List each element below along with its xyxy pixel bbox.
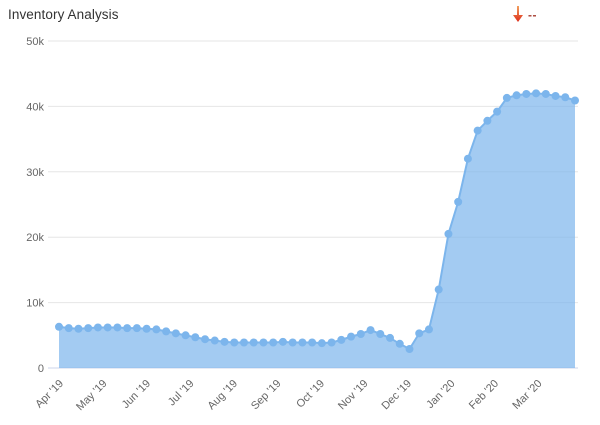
x-axis-tick-label: Mar '20 xyxy=(510,378,544,412)
data-point-marker[interactable] xyxy=(269,338,278,347)
data-point-marker[interactable] xyxy=(356,329,365,338)
data-point-marker[interactable] xyxy=(551,91,560,100)
data-point-marker[interactable] xyxy=(210,336,219,345)
data-point-marker[interactable] xyxy=(308,338,317,347)
data-point-marker[interactable] xyxy=(84,324,93,333)
data-point-marker[interactable] xyxy=(347,332,356,341)
data-point-marker[interactable] xyxy=(424,325,433,334)
x-axis-tick-label: Aug '19 xyxy=(205,378,240,413)
data-point-marker[interactable] xyxy=(483,116,492,125)
data-point-marker[interactable] xyxy=(454,197,463,206)
data-point-marker[interactable] xyxy=(444,229,453,238)
x-axis-tick-label: Sep '19 xyxy=(249,378,284,413)
x-axis-tick-label: Jan '20 xyxy=(424,378,457,411)
x-axis-tick-label: Jul '19 xyxy=(166,378,197,409)
y-axis-tick-label: 0 xyxy=(38,363,44,375)
data-point-marker[interactable] xyxy=(502,93,511,102)
x-axis-tick-label: Jun '19 xyxy=(120,378,153,411)
y-axis-tick-label: 30k xyxy=(26,167,44,179)
x-axis-tick-label: Feb '20 xyxy=(467,378,501,412)
data-point-marker[interactable] xyxy=(93,323,102,332)
y-axis-tick-label: 20k xyxy=(26,232,44,244)
data-point-marker[interactable] xyxy=(123,324,132,333)
data-point-marker[interactable] xyxy=(317,339,326,348)
data-point-marker[interactable] xyxy=(278,337,287,346)
data-point-marker[interactable] xyxy=(493,107,502,116)
data-point-marker[interactable] xyxy=(162,327,171,336)
x-axis-tick-label: Apr '19 xyxy=(33,378,66,411)
data-point-marker[interactable] xyxy=(434,285,443,294)
data-point-marker[interactable] xyxy=(171,329,180,338)
y-axis-tick-label: 50k xyxy=(26,36,44,48)
data-point-marker[interactable] xyxy=(288,338,297,347)
x-axis-tick-label: Nov '19 xyxy=(336,378,371,413)
data-point-marker[interactable] xyxy=(74,324,83,333)
data-point-marker[interactable] xyxy=(201,335,210,344)
data-point-marker[interactable] xyxy=(337,335,346,344)
data-point-marker[interactable] xyxy=(113,323,122,332)
data-point-marker[interactable] xyxy=(191,333,200,342)
data-point-marker[interactable] xyxy=(561,93,570,102)
data-point-marker[interactable] xyxy=(239,338,248,347)
data-point-marker[interactable] xyxy=(541,89,550,98)
data-point-marker[interactable] xyxy=(571,96,579,105)
data-point-marker[interactable] xyxy=(522,89,531,98)
trend-dashes-value: -- xyxy=(528,7,537,22)
data-point-marker[interactable] xyxy=(103,323,112,332)
arrow-down-icon xyxy=(513,6,523,22)
data-point-marker[interactable] xyxy=(142,324,151,333)
x-axis-tick-label: Dec '19 xyxy=(380,378,415,413)
data-point-marker[interactable] xyxy=(386,333,395,342)
data-point-marker[interactable] xyxy=(405,345,414,354)
data-point-marker[interactable] xyxy=(64,324,73,333)
data-point-marker[interactable] xyxy=(230,338,239,347)
data-point-marker[interactable] xyxy=(327,338,336,347)
data-point-marker[interactable] xyxy=(152,325,161,334)
data-point-marker[interactable] xyxy=(259,338,268,347)
data-point-marker[interactable] xyxy=(512,91,521,100)
data-point-marker[interactable] xyxy=(415,329,424,338)
data-point-marker[interactable] xyxy=(366,326,375,335)
data-point-marker[interactable] xyxy=(376,329,385,338)
data-point-marker[interactable] xyxy=(55,322,63,331)
data-point-marker[interactable] xyxy=(132,324,141,333)
y-axis-tick-label: 40k xyxy=(26,101,44,113)
data-point-marker[interactable] xyxy=(473,126,482,135)
x-axis-tick-label: May '19 xyxy=(74,378,109,413)
data-point-marker[interactable] xyxy=(249,338,258,347)
data-point-marker[interactable] xyxy=(395,339,404,348)
trend-indicator: -- xyxy=(511,4,537,23)
y-axis-tick-label: 10k xyxy=(26,298,44,310)
data-point-marker[interactable] xyxy=(532,89,541,98)
data-point-marker[interactable] xyxy=(298,338,307,347)
x-axis-tick-label: Oct '19 xyxy=(294,378,327,411)
data-point-marker[interactable] xyxy=(220,337,229,346)
data-point-marker[interactable] xyxy=(181,331,190,340)
data-point-marker[interactable] xyxy=(463,154,472,163)
series-area-fill xyxy=(59,93,575,368)
